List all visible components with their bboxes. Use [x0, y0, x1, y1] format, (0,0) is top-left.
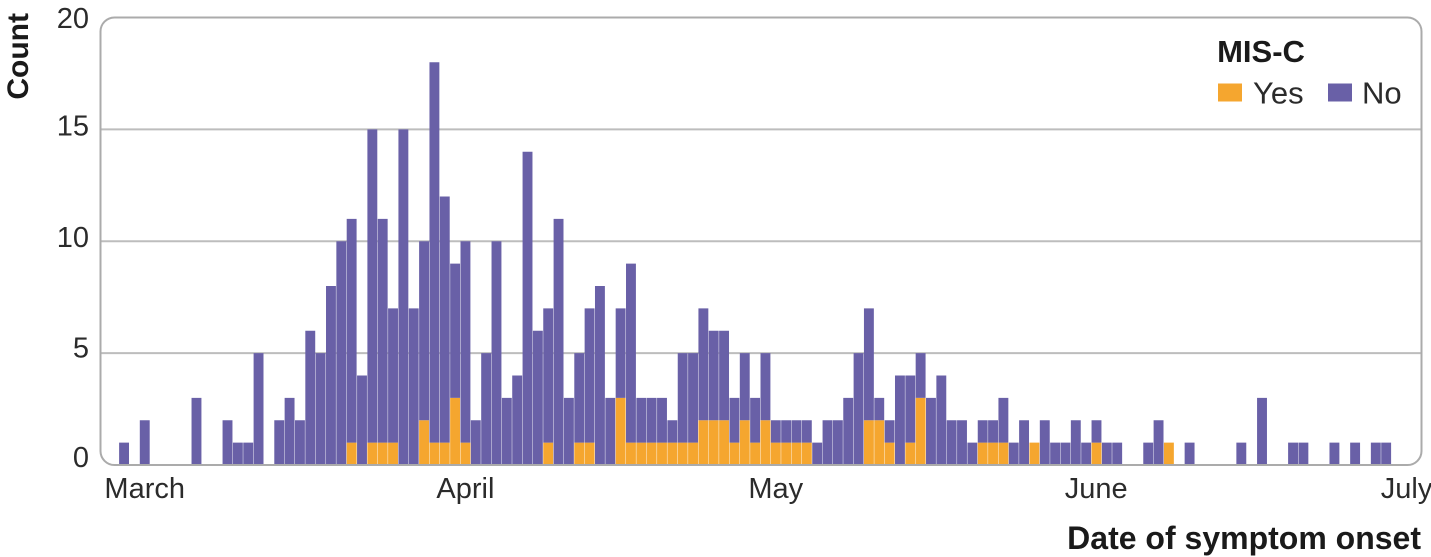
svg-text:Date of symptom onset: Date of symptom onset: [1067, 520, 1421, 556]
svg-text:15: 15: [57, 111, 89, 143]
svg-text:MIS-C: MIS-C: [1217, 34, 1305, 69]
svg-text:10: 10: [57, 222, 89, 254]
svg-text:5: 5: [73, 333, 89, 365]
svg-text:March: March: [104, 473, 185, 505]
svg-text:April: April: [436, 473, 494, 505]
svg-text:20: 20: [57, 3, 89, 35]
svg-text:July: July: [1381, 473, 1431, 505]
svg-text:May: May: [748, 473, 803, 505]
svg-text:No: No: [1362, 76, 1402, 111]
svg-text:Yes: Yes: [1253, 76, 1304, 111]
svg-text:Count: Count: [2, 13, 35, 100]
svg-text:June: June: [1065, 473, 1128, 505]
svg-text:0: 0: [73, 442, 89, 474]
